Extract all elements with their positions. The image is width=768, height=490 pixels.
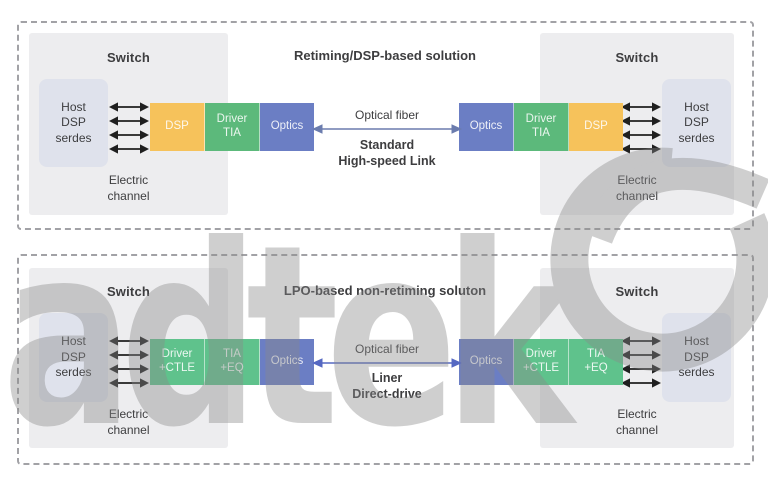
bottom-right-module-blocks: Optics Driver +CTLE TIA +EQ [459, 339, 623, 385]
optics-block: Optics [459, 339, 514, 385]
bottom-left-module-blocks: Driver +CTLE TIA +EQ Optics [150, 339, 314, 385]
optics-block: Optics [260, 339, 314, 385]
electric-channel-arrows-icon [620, 100, 662, 161]
driver-ctle-block: Driver +CTLE [514, 339, 569, 385]
bottom-right-electric-channel-label: Electric channel [615, 407, 659, 437]
top-left-host-dsp-serdes: Host DSP serdes [39, 79, 108, 167]
driver-ctle-block: Driver +CTLE [150, 339, 205, 385]
electric-channel-arrows-icon [620, 334, 662, 395]
top-left-module-blocks: DSP Driver TIA Optics [150, 103, 314, 151]
dsp-block: DSP [569, 103, 623, 151]
top-section-panel [17, 21, 754, 230]
driver-tia-block: Driver TIA [205, 103, 260, 151]
bottom-link-type-label: Liner Direct-drive [352, 371, 422, 402]
bottom-left-switch-label: Switch [106, 284, 151, 299]
bottom-section-title: LPO-based non-retiming soluton [283, 283, 487, 298]
bottom-right-switch-label: Switch [615, 284, 659, 299]
optical-fiber-arrow-icon [312, 356, 462, 374]
dsp-block: DSP [150, 103, 205, 151]
bottom-left-host-dsp-serdes: Host DSP serdes [39, 313, 108, 402]
top-left-switch-label: Switch [106, 50, 151, 65]
electric-channel-arrows-icon [108, 334, 150, 395]
electric-channel-arrows-icon [108, 100, 150, 161]
bottom-right-host-dsp-serdes: Host DSP serdes [662, 313, 731, 402]
tia-eq-block: TIA +EQ [205, 339, 260, 385]
top-left-electric-channel-label: Electric channel [107, 173, 150, 203]
top-fiber-label: Optical fiber [354, 108, 420, 122]
tia-eq-block: TIA +EQ [569, 339, 623, 385]
bottom-fiber-label: Optical fiber [354, 342, 420, 356]
optics-block: Optics [459, 103, 514, 151]
optical-fiber-arrow-icon [312, 122, 462, 140]
driver-tia-block: Driver TIA [514, 103, 569, 151]
top-link-type-label: Standard High-speed Link [338, 138, 436, 169]
bottom-section-panel [17, 254, 754, 465]
bottom-left-electric-channel-label: Electric channel [107, 407, 150, 437]
top-right-switch-label: Switch [615, 50, 659, 65]
top-right-electric-channel-label: Electric channel [615, 173, 659, 203]
optics-block: Optics [260, 103, 314, 151]
top-right-module-blocks: Optics Driver TIA DSP [459, 103, 623, 151]
top-right-host-dsp-serdes: Host DSP serdes [662, 79, 731, 167]
top-section-title: Retiming/DSP-based solution [293, 48, 476, 63]
